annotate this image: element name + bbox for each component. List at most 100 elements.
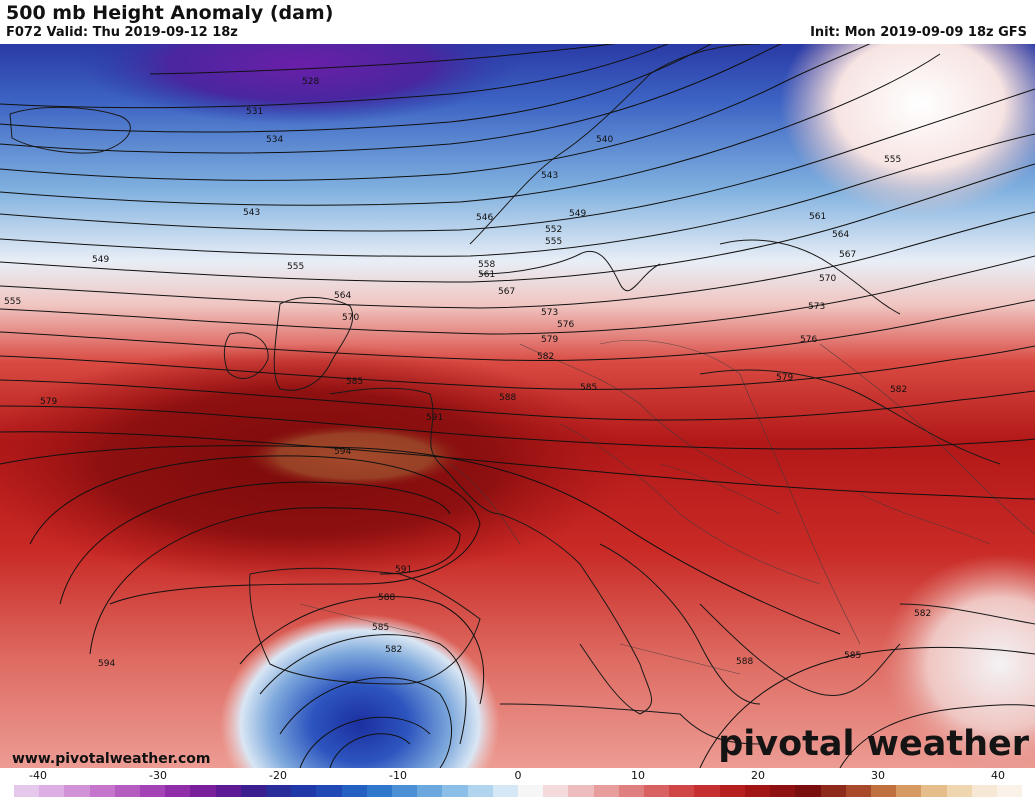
- colorbar-swatch: [770, 785, 796, 797]
- contour-label: 570: [819, 274, 836, 284]
- anomaly-map: 528 531 534 540 543 543 546 549 549 552 …: [0, 44, 1035, 768]
- contour-label: 555: [287, 262, 304, 272]
- colorbar-swatch: [593, 785, 619, 797]
- pivotal-weather-logo: pivotal weather: [718, 724, 1029, 764]
- contour-label: 561: [809, 212, 826, 222]
- colorbar-tick-label: -30: [149, 769, 167, 782]
- contour-labels: 528 531 534 540 543 543 546 549 549 552 …: [4, 77, 931, 669]
- borders: [299, 339, 1035, 675]
- colorbar-swatch: [845, 785, 871, 797]
- contour-label: 579: [541, 335, 558, 345]
- contour-label: 588: [378, 593, 395, 603]
- contour-label: 582: [890, 385, 907, 395]
- colorbar-tick-label: 40: [991, 769, 1005, 782]
- contour-label: 585: [580, 383, 597, 393]
- contour-label: 528: [302, 77, 319, 87]
- cold-anomaly-north: [80, 44, 520, 124]
- contour-label: 564: [832, 230, 849, 240]
- colorbar-swatch: [870, 785, 897, 797]
- contour-label: 594: [334, 447, 351, 457]
- contour-label: 585: [844, 651, 861, 661]
- contour-label: 573: [541, 308, 558, 318]
- contour-label: 588: [736, 657, 753, 667]
- contour-label: 561: [478, 270, 495, 280]
- colorbar-swatch: [341, 785, 367, 797]
- colorbar-tick-label: 0: [514, 769, 522, 782]
- colorbar-swatch: [543, 785, 569, 797]
- colorbar-swatch: [946, 785, 972, 797]
- colorbar-swatch: [14, 785, 40, 797]
- contour-label: 582: [914, 609, 931, 619]
- contour-label: 549: [92, 255, 109, 265]
- contour-label: 546: [476, 213, 493, 223]
- contour-label: 558: [478, 260, 495, 270]
- init-time: Init: Mon 2019-09-09 18z GFS: [810, 25, 1027, 40]
- colorbar-swatch: [744, 785, 771, 797]
- contour-label: 555: [884, 155, 901, 165]
- cut-off-low-anomaly: [220, 614, 500, 768]
- map-canvas: 528 531 534 540 543 543 546 549 549 552 …: [0, 44, 1035, 768]
- contour-label: 588: [499, 393, 516, 403]
- website-url: www.pivotalweather.com: [12, 751, 211, 767]
- colorbar-swatch: [291, 785, 317, 797]
- colorbar-tick-label: -40: [29, 769, 47, 782]
- contour-label: 543: [541, 171, 558, 181]
- colorbar-swatch: [518, 785, 544, 797]
- colorbar-tick-label: 10: [631, 769, 645, 782]
- colorbar-swatch: [190, 785, 216, 797]
- colorbar-swatch: [921, 785, 947, 797]
- colorbar-strip: [14, 785, 1023, 797]
- colorbar-swatch: [719, 785, 745, 797]
- colorbar-swatch: [442, 785, 468, 797]
- colorbar-swatch: [215, 785, 241, 797]
- colorbar-swatch: [89, 785, 115, 797]
- colorbar-swatch: [240, 785, 267, 797]
- contour-label: 552: [545, 225, 562, 235]
- contour-label: 573: [808, 302, 825, 312]
- colorbar-swatch: [467, 785, 493, 797]
- contour-label: 576: [557, 320, 574, 330]
- colorbar-swatch: [568, 785, 594, 797]
- map-title: 500 mb Height Anomaly (dam): [6, 2, 334, 24]
- neutral-anomaly-southeast: [880, 554, 1035, 768]
- colorbar-tick-labels: -40 -30 -20 -10 0 10 20 30 40: [0, 768, 1035, 784]
- contour-label: 582: [537, 352, 554, 362]
- map-header: 500 mb Height Anomaly (dam) F072 Valid: …: [0, 0, 1035, 44]
- contour-label: 576: [800, 335, 817, 345]
- colorbar-swatch: [996, 785, 1023, 797]
- colorbar: -40 -30 -20 -10 0 10 20 30 40: [0, 768, 1035, 800]
- contour-label: 594: [98, 659, 115, 669]
- colorbar-tick-label: -10: [389, 769, 407, 782]
- colorbar-tick-label: 30: [871, 769, 885, 782]
- contour-label: 564: [334, 291, 351, 301]
- coastlines: [9, 44, 1035, 745]
- colorbar-swatch: [64, 785, 90, 797]
- colorbar-swatch: [694, 785, 720, 797]
- contour-label: 555: [545, 237, 562, 247]
- contour-label: 549: [569, 209, 586, 219]
- colorbar-tick-label: -20: [269, 769, 287, 782]
- colorbar-swatch: [266, 785, 292, 797]
- colorbar-swatch: [971, 785, 997, 797]
- contour-label: 585: [346, 377, 363, 387]
- colorbar-swatch: [165, 785, 191, 797]
- contour-label: 591: [395, 565, 412, 575]
- colorbar-swatch: [114, 785, 141, 797]
- contour-label: 567: [498, 287, 515, 297]
- colorbar-swatch: [669, 785, 695, 797]
- contour-label: 555: [4, 297, 21, 307]
- contour-label: 570: [342, 313, 359, 323]
- contour-label: 582: [385, 645, 402, 655]
- contour-label: 534: [266, 135, 283, 145]
- colorbar-swatch: [896, 785, 922, 797]
- contour-label: 579: [776, 373, 793, 383]
- contour-label: 585: [372, 623, 389, 633]
- colorbar-swatch: [392, 785, 418, 797]
- contour-label: 543: [243, 208, 260, 218]
- colorbar-swatch: [644, 785, 670, 797]
- colorbar-tick-label: 20: [751, 769, 765, 782]
- contour-label: 540: [596, 135, 613, 145]
- colorbar-swatch: [39, 785, 65, 797]
- contour-label: 531: [246, 107, 263, 117]
- colorbar-swatch: [820, 785, 846, 797]
